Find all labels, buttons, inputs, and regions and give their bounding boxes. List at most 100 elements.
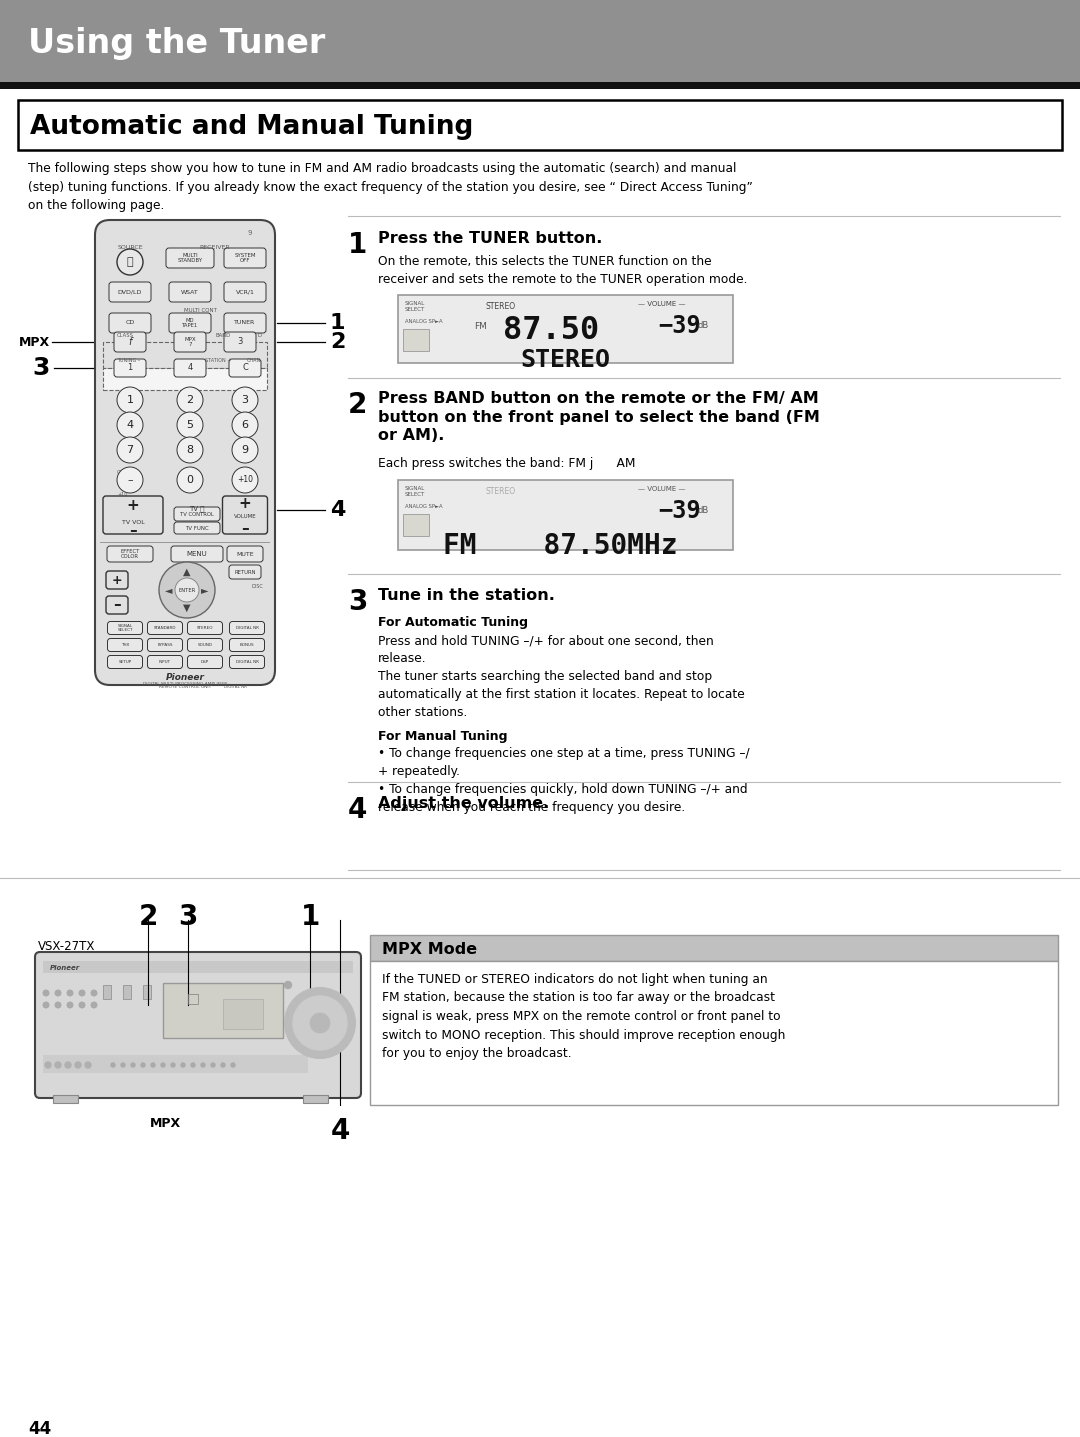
Bar — [103, 368, 267, 389]
Circle shape — [177, 467, 203, 493]
Text: STATION +: STATION + — [205, 358, 231, 364]
Text: DISC: DISC — [252, 583, 262, 589]
Text: TUNER: TUNER — [234, 320, 256, 326]
FancyBboxPatch shape — [109, 282, 151, 302]
FancyBboxPatch shape — [224, 313, 266, 333]
Text: DIGITAL NR: DIGITAL NR — [235, 660, 258, 664]
Bar — [403, 514, 429, 536]
Text: The following steps show you how to tune in FM and AM radio broadcasts using the: The following steps show you how to tune… — [28, 162, 753, 213]
Text: CLASS: CLASS — [117, 333, 134, 338]
Text: +: + — [111, 573, 122, 586]
FancyBboxPatch shape — [148, 638, 183, 651]
Text: +10: +10 — [237, 476, 253, 484]
Bar — [399, 480, 733, 550]
FancyBboxPatch shape — [148, 621, 183, 635]
Circle shape — [232, 412, 258, 438]
Text: Pioneer: Pioneer — [165, 674, 204, 683]
Text: 4: 4 — [187, 364, 192, 372]
Text: DSP: DSP — [201, 660, 210, 664]
Text: –: – — [241, 520, 248, 536]
Text: −39: −39 — [658, 315, 701, 338]
Circle shape — [201, 1063, 205, 1068]
Text: BYPASS: BYPASS — [158, 642, 173, 647]
Text: 5: 5 — [187, 420, 193, 430]
FancyBboxPatch shape — [229, 565, 261, 579]
Circle shape — [151, 1063, 156, 1068]
FancyBboxPatch shape — [95, 220, 275, 685]
Text: Pioneer: Pioneer — [50, 966, 80, 971]
FancyBboxPatch shape — [103, 496, 163, 535]
Text: SYSTEM
OFF: SYSTEM OFF — [234, 253, 256, 263]
FancyBboxPatch shape — [229, 359, 261, 376]
Circle shape — [85, 1062, 91, 1068]
Circle shape — [159, 562, 215, 618]
Circle shape — [75, 1062, 81, 1068]
Text: VCR/1: VCR/1 — [235, 289, 255, 295]
Bar — [18, 101, 1062, 149]
Bar — [370, 935, 1058, 961]
Circle shape — [54, 990, 62, 996]
Text: +: + — [126, 499, 139, 513]
Text: MPX
7: MPX 7 — [185, 336, 195, 348]
Text: SIGNAL
SELECT: SIGNAL SELECT — [405, 300, 426, 312]
Circle shape — [131, 1063, 135, 1068]
Circle shape — [171, 1063, 175, 1068]
Text: STEREO: STEREO — [197, 627, 213, 629]
Text: MPX: MPX — [149, 1117, 180, 1129]
FancyBboxPatch shape — [188, 638, 222, 651]
Text: 9: 9 — [247, 230, 253, 236]
FancyBboxPatch shape — [174, 507, 220, 522]
Circle shape — [117, 249, 143, 274]
Circle shape — [79, 1002, 85, 1009]
FancyBboxPatch shape — [174, 522, 220, 535]
Text: CHAN: CHAN — [247, 358, 261, 364]
Circle shape — [175, 578, 199, 602]
Text: BAND: BAND — [215, 333, 230, 338]
Circle shape — [67, 1002, 73, 1009]
Bar — [43, 1055, 308, 1073]
Text: 1: 1 — [330, 313, 346, 333]
Text: VSX-27TX: VSX-27TX — [38, 940, 95, 953]
FancyBboxPatch shape — [109, 313, 151, 333]
Circle shape — [117, 437, 143, 463]
Text: SOUND: SOUND — [198, 642, 213, 647]
Text: TV ⏻: TV ⏻ — [189, 504, 205, 512]
Text: 3: 3 — [242, 395, 248, 405]
Text: SIGNAL
SELECT: SIGNAL SELECT — [118, 624, 133, 632]
Text: 4: 4 — [330, 1117, 350, 1145]
Circle shape — [141, 1063, 145, 1068]
Bar — [0, 0, 1080, 82]
Text: ▼: ▼ — [184, 604, 191, 614]
Text: dB: dB — [698, 320, 710, 331]
Text: ◄: ◄ — [165, 585, 173, 595]
Text: DVD/LD: DVD/LD — [118, 289, 143, 295]
Text: GUIDE: GUIDE — [117, 470, 133, 476]
Text: EFFECT
COLOR: EFFECT COLOR — [120, 549, 139, 559]
Circle shape — [310, 1013, 330, 1033]
Text: INPUT: INPUT — [159, 660, 171, 664]
Text: 87.50: 87.50 — [503, 315, 599, 346]
Text: 2: 2 — [187, 395, 193, 405]
Text: 1: 1 — [348, 231, 367, 259]
Text: FM    87.50MHz: FM 87.50MHz — [443, 532, 677, 560]
Text: BONUS: BONUS — [240, 642, 254, 647]
Text: MUTE: MUTE — [237, 552, 254, 556]
Text: VOLUME: VOLUME — [233, 513, 256, 519]
Circle shape — [111, 1063, 114, 1068]
FancyBboxPatch shape — [174, 332, 206, 352]
Circle shape — [181, 1063, 185, 1068]
Text: For Automatic Tuning: For Automatic Tuning — [378, 616, 528, 629]
Text: Press BAND button on the remote or the FM/ AM
button on the front panel to selec: Press BAND button on the remote or the F… — [378, 391, 820, 443]
Text: On the remote, this selects the TUNER function on the
receiver and sets the remo: On the remote, this selects the TUNER fu… — [378, 254, 747, 286]
FancyBboxPatch shape — [227, 546, 264, 562]
FancyBboxPatch shape — [229, 621, 265, 635]
Circle shape — [54, 1002, 62, 1009]
Text: D: D — [257, 333, 261, 338]
Text: Each press switches the band: FM j      AM: Each press switches the band: FM j AM — [378, 457, 635, 470]
Text: Press the TUNER button.: Press the TUNER button. — [378, 231, 603, 246]
Circle shape — [177, 437, 203, 463]
FancyBboxPatch shape — [168, 313, 211, 333]
Text: 3: 3 — [32, 356, 50, 379]
Circle shape — [55, 1062, 60, 1068]
Circle shape — [117, 467, 143, 493]
